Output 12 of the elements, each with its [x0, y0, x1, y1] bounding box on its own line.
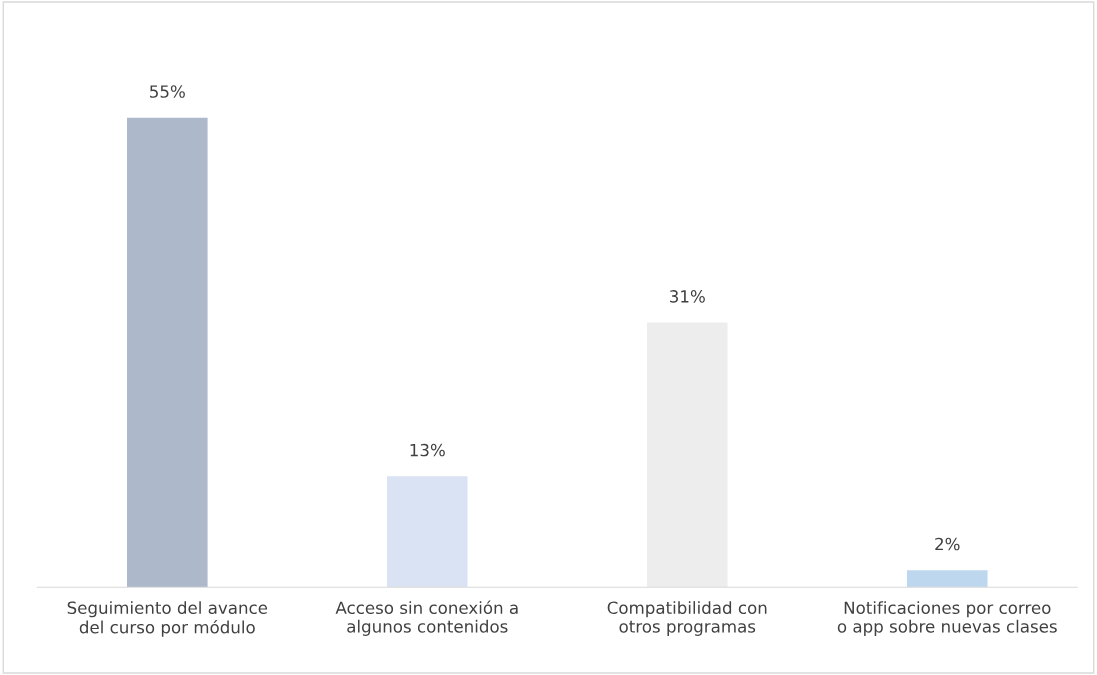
x-tick-label: Acceso sin conexión a algunos contenidos [335, 600, 518, 636]
bar [646, 322, 728, 588]
data-label: 31% [670, 290, 705, 303]
bar [906, 570, 988, 588]
data-label: 2% [935, 537, 960, 551]
bar [386, 476, 468, 588]
x-tick-label: Notificaciones por correo o app sobre nuevas clases [837, 601, 1057, 636]
x-tick-label: Compatibilidad con otros programas [607, 601, 767, 636]
bar [126, 117, 208, 588]
data-label: 55% [150, 85, 185, 98]
x-tick-label: Seguimiento del avance del curso por módulo [67, 601, 268, 637]
data-label: 13% [410, 443, 445, 457]
